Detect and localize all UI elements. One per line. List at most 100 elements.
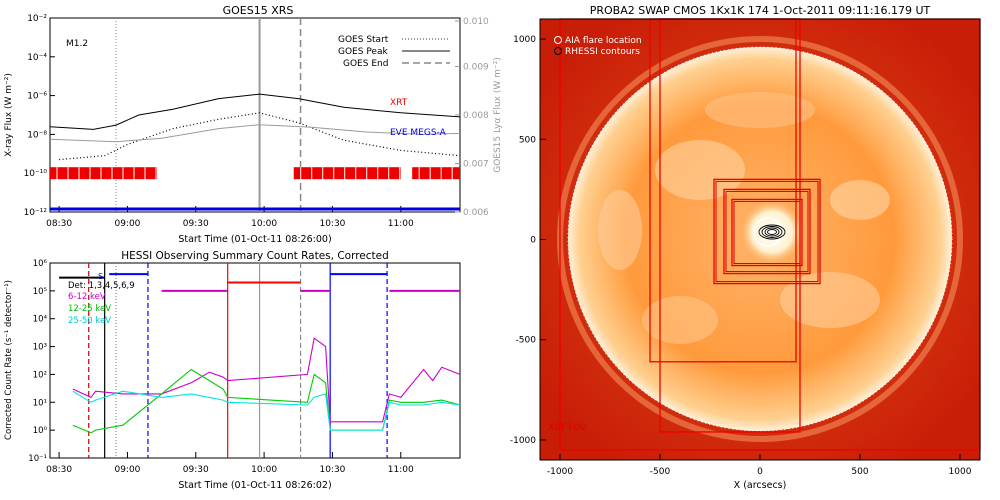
hessi-plot-frame [49,262,461,459]
xrt-fov-box-inner-3 [715,180,819,283]
hessi-series [72,337,461,434]
swap-ytick-label: 1000 [513,35,536,45]
xrt-fov-box-4 [723,188,811,275]
goes-event-lines [115,18,302,212]
xrt-fov-label: XRT FOV [548,423,587,433]
legend-detectors: Det: 1,3,4,5,6,9 [68,281,135,291]
xrt-coverage-bar [412,167,460,180]
xrt-fov-box-inner-4 [725,190,809,273]
goes-series-line-0 [49,93,461,130]
xrt-series-label: XRT [390,98,408,108]
hessi-ytick-label: 10⁻¹ [28,454,47,464]
active-region [738,198,806,266]
goes-ytick-label: 10⁻⁶ [27,92,47,102]
hessi-attenuator-states [59,273,460,292]
legend-12-25-kev: 12-25 keV [68,304,111,314]
goes-xtick-label: 10:00 [251,219,277,229]
goes-series-line-2 [49,124,461,143]
hessi-panel: HESSI Observing Summary Count Rates, Cor… [4,250,461,491]
hessi-ytick-label: 10⁵ [33,287,47,297]
legend-25-50-kev: 25-50 keV [68,316,111,326]
goes-plot-frame [49,17,461,213]
goes-legend: GOES Start GOES Peak GOES End [338,35,450,69]
swap-xtick-label: -500 [650,467,671,477]
xrt-fov-box-inner-5 [733,200,801,265]
goes-ytick-right-label: 0.008 [463,111,489,121]
goes-ylabel-left: X-ray Flux (W m⁻²) [4,73,14,157]
hessi-s-marker: S [98,272,103,281]
hessi-ylabel: Corrected Count Rate (s⁻¹ detector⁻¹) [4,280,14,440]
legend-goes-end: GOES End [343,59,388,69]
legend-goes-start: GOES Start [338,35,389,45]
goes-ytick-right-label: 0.010 [463,17,489,27]
legend-6-12-kev: 6-12 keV [68,292,106,302]
goes-title: GOES15 XRS [223,4,294,17]
flare-class-label: M1.2 [66,39,88,49]
hessi-xtick-label: 09:00 [114,465,140,475]
goes-yticks-right: 0.010 0.009 0.008 0.007 0.006 [455,17,489,218]
goes-ytick-right-label: 0.007 [463,160,489,170]
hessi-legend: Det: 1,3,4,5,6,9 6-12 keV 12-25 keV 25-5… [68,281,135,326]
goes-xtick-label: 09:00 [114,219,140,229]
swap-ytick-label: 500 [519,135,536,145]
hessi-xtick-label: 08:30 [46,465,72,475]
hessi-ytick-label: 10⁰ [33,426,48,436]
hessi-series-line-2 [72,390,461,431]
hessi-ytick-label: 10⁴ [33,315,48,325]
xrt-coverage-bar [50,167,158,180]
coronal-structures [598,92,890,344]
legend-aia-flare-location: AIA flare location [565,36,642,46]
hessi-series-line-0 [72,337,461,423]
hessi-title: HESSI Observing Summary Count Rates, Cor… [121,250,389,262]
goes-ytick-right-label: 0.006 [463,208,489,218]
hessi-ytick-label: 10⁶ [33,259,48,269]
hessi-xlabel: Start Time (01-Oct-11 08:26:02) [178,480,331,491]
hessi-xtick-label: 09:30 [183,465,209,475]
goes-ytick-label: 10⁻⁴ [27,53,47,63]
goes-ytick-label: 10⁻⁸ [27,130,47,140]
rhessi-contours [758,224,786,240]
goes-panel: GOES15 XRS 10⁻² 10⁻⁴ 10⁻⁶ 10⁻⁸ 10⁻¹⁰ 10⁻¹² 0.… [4,4,503,245]
goes-ylabel-right: GOES15 Lyα Flux (W m⁻²) [493,57,503,173]
legend-rhessi-contours: RHESSI contours [565,47,640,57]
swap-xtick-label: -1000 [547,467,573,477]
xrt-coverage-bars [50,167,460,180]
legend-goes-peak: GOES Peak [338,47,388,57]
swap-xtick-label: 0 [757,467,763,477]
goes-ytick-label: 10⁻¹² [24,208,48,218]
goes-xtick-label: 08:30 [46,219,72,229]
hessi-series-line-1 [72,368,461,434]
hessi-ytick-label: 10¹ [33,398,47,408]
goes-ytick-label: 10⁻¹⁰ [24,169,48,179]
rhessi-legend-symbol [554,47,562,55]
goes-ytick-right-label: 0.009 [463,63,489,73]
swap-xticks: -1000 -500 0 500 1000 [547,454,972,477]
xrt-fov-box-5 [731,198,803,267]
hessi-xticks: 08:30 09:00 09:30 10:00 10:30 11:00 [46,452,414,475]
xrt-fov-box-3 [713,178,821,285]
goes-xlabel: Start Time (01-Oct-11 08:26:00) [178,234,331,245]
solar-limb [567,46,953,432]
swap-xtick-label: 1000 [949,467,972,477]
hessi-xtick-label: 11:00 [388,465,414,475]
hessi-yticks: 10⁶ 10⁵ 10⁴ 10³ 10² 10¹ 10⁰ 10⁻¹ [28,259,55,464]
goes-xtick-label: 11:00 [388,219,414,229]
swap-xlabel: X (arcsecs) [734,480,787,491]
swap-ytick-label: 0 [530,236,536,246]
swap-yticks: 1000 500 0 -500 -1000 [510,35,546,446]
swap-title: PROBA2 SWAP CMOS 1Kx1K 174 1-Oct-2011 09… [590,4,931,17]
hessi-ytick-label: 10² [33,370,47,380]
hessi-ytick-label: 10³ [33,343,47,353]
hessi-xtick-label: 10:30 [319,465,345,475]
xrt-coverage-bar [293,167,401,180]
aia-legend-symbol [554,36,562,44]
swap-legend: AIA flare location RHESSI contours [554,36,642,57]
swap-panel: PROBA2 SWAP CMOS 1Kx1K 174 1-Oct-2011 09… [510,4,981,491]
swap-ytick-label: -1000 [510,436,536,446]
swap-xtick-label: 500 [851,467,868,477]
goes-series [49,93,461,161]
swap-ytick-label: -500 [516,336,537,346]
goes-xtick-label: 09:30 [183,219,209,229]
goes-xtick-label: 10:30 [319,219,345,229]
eve-series-label: EVE MEGS-A [390,128,447,138]
